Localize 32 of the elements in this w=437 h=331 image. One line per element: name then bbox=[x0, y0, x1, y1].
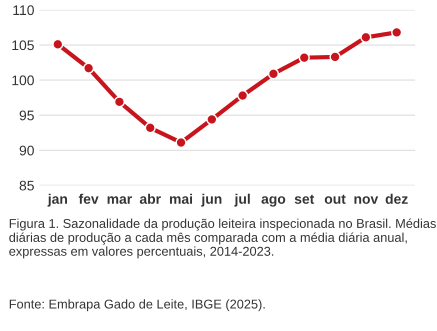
point bbox=[114, 96, 125, 108]
point bbox=[268, 68, 280, 80]
source-note: Fonte: Embrapa Gado de Leite, IBGE (2025). bbox=[10, 299, 265, 312]
y-tick-label: 105 bbox=[12, 40, 34, 50]
x-tick-label: set bbox=[294, 194, 314, 204]
point bbox=[360, 32, 372, 43]
x-tick-label: fev bbox=[78, 194, 99, 204]
point bbox=[144, 122, 156, 134]
x-tick-label: ago bbox=[262, 196, 286, 207]
point bbox=[330, 51, 341, 62]
x-tick-label: jan bbox=[48, 194, 67, 207]
x-tick-label: abr bbox=[140, 194, 161, 204]
x-tick-label: mar bbox=[108, 196, 132, 204]
y-tick-label: 110 bbox=[13, 5, 34, 16]
x-tick-label: nov bbox=[354, 196, 378, 204]
x-tick-label: jun bbox=[201, 194, 222, 207]
y-tick-label: 95 bbox=[20, 110, 34, 120]
text: Figura 1. Sazonalidade da produção leiteira inspecionada no Brasil. Médias diárias de produção a cada mês comparada com a média diária anual, expressas em valores percentuais, 2014-2023. bbox=[9, 218, 436, 258]
point bbox=[391, 26, 402, 38]
y-tick-label: 85 bbox=[20, 180, 34, 191]
x-tick-label: jul bbox=[234, 194, 250, 207]
point bbox=[175, 137, 187, 148]
x-tick-label: dez bbox=[386, 194, 408, 204]
point bbox=[206, 114, 218, 125]
y-tick-label: 100 bbox=[12, 75, 34, 86]
x-tick-label: mai bbox=[170, 194, 192, 204]
y-tick-label: 90 bbox=[20, 146, 34, 156]
point bbox=[298, 52, 310, 64]
x-tick-label: out bbox=[324, 194, 346, 204]
point bbox=[52, 38, 64, 50]
point bbox=[83, 62, 94, 74]
point bbox=[237, 90, 248, 102]
